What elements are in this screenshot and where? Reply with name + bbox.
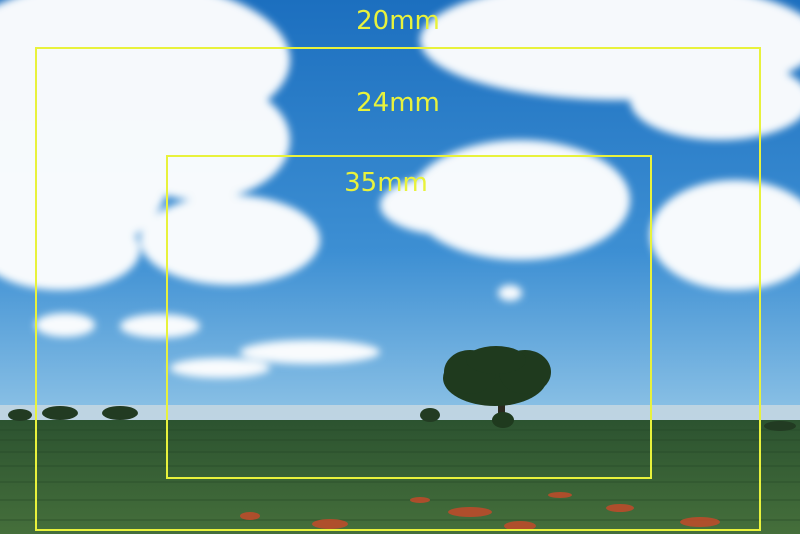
label-20mm: 20mm	[356, 6, 440, 36]
label-35mm: 35mm	[344, 168, 428, 198]
clouds	[0, 0, 800, 378]
red-flowers	[240, 492, 720, 531]
frame-24mm	[35, 47, 761, 531]
tree	[443, 346, 551, 428]
frame-35mm	[166, 155, 652, 479]
shrubs	[8, 406, 796, 431]
label-24mm: 24mm	[356, 88, 440, 118]
crop-rows	[0, 429, 800, 521]
